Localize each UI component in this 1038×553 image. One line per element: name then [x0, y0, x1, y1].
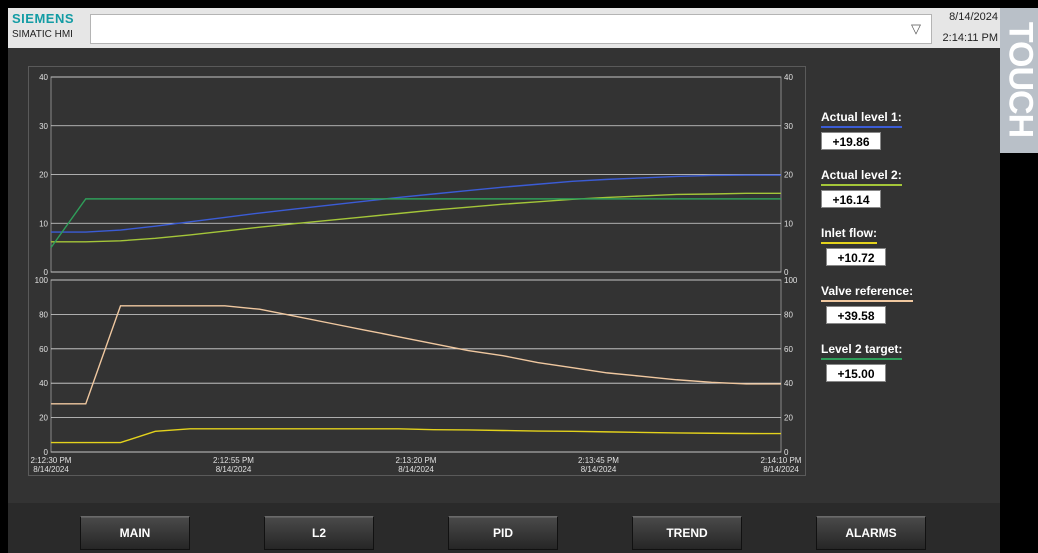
- x-tick-time: 2:13:20 PM: [396, 456, 437, 465]
- y-tick-label-left: 10: [39, 219, 48, 228]
- legend-value: +39.58: [826, 306, 886, 324]
- legend-label: Actual level 1:: [821, 110, 902, 128]
- trend-button[interactable]: TREND: [632, 516, 742, 550]
- header-bar: SIEMENS SIMATIC HMI ▽ 8/14/2024 2:14:11 …: [8, 8, 1000, 48]
- brand-block: SIEMENS SIMATIC HMI: [12, 11, 74, 40]
- y-tick-label-left: 60: [39, 345, 48, 354]
- y-tick-label-left: 40: [39, 379, 48, 388]
- alarm-message-bar[interactable]: ▽: [90, 14, 932, 44]
- y-tick-label-right: 20: [784, 414, 793, 423]
- trend-line: [51, 429, 781, 443]
- date-display: 8/14/2024: [949, 11, 998, 23]
- siemens-logo: SIEMENS: [12, 11, 74, 26]
- navigation-bar: MAIN L2 PID TREND ALARMS: [8, 503, 1000, 553]
- main-button[interactable]: MAIN: [80, 516, 190, 550]
- legend-label: Valve reference:: [821, 284, 913, 302]
- x-tick-time: 2:12:30 PM: [31, 456, 72, 465]
- y-tick-label-left: 80: [39, 310, 48, 319]
- pid-button[interactable]: PID: [448, 516, 558, 550]
- x-tick-time: 2:13:45 PM: [578, 456, 619, 465]
- y-tick-label-right: 20: [784, 171, 793, 180]
- x-tick-date: 8/14/2024: [763, 465, 799, 474]
- x-tick-date: 8/14/2024: [33, 465, 69, 474]
- trend-line: [51, 193, 781, 241]
- legend-label: Inlet flow:: [821, 226, 877, 244]
- alarms-button[interactable]: ALARMS: [816, 516, 926, 550]
- y-tick-label-left: 20: [39, 171, 48, 180]
- legend-label: Level 2 target:: [821, 342, 902, 360]
- x-tick-date: 8/14/2024: [581, 465, 617, 474]
- y-tick-label-right: 40: [784, 379, 793, 388]
- x-tick-time: 2:14:10 PM: [761, 456, 802, 465]
- y-tick-label-left: 30: [39, 122, 48, 131]
- touch-side-strip: TOUCH: [1000, 8, 1038, 153]
- x-tick-time: 2:12:55 PM: [213, 456, 254, 465]
- y-tick-label-left: 40: [39, 73, 48, 82]
- l2-button[interactable]: L2: [264, 516, 374, 550]
- x-tick-date: 8/14/2024: [216, 465, 252, 474]
- y-tick-label-right: 100: [784, 276, 798, 285]
- y-tick-label-right: 60: [784, 345, 793, 354]
- y-tick-label-left: 20: [39, 414, 48, 423]
- time-display: 2:14:11 PM: [943, 32, 998, 44]
- legend-value: +19.86: [821, 132, 881, 150]
- legend-label: Actual level 2:: [821, 168, 902, 186]
- x-tick-date: 8/14/2024: [398, 465, 434, 474]
- y-tick-label-right: 40: [784, 73, 793, 82]
- y-tick-label-right: 10: [784, 219, 793, 228]
- product-name: SIMATIC HMI: [12, 29, 74, 40]
- y-tick-label-left: 100: [35, 276, 49, 285]
- y-tick-label-right: 30: [784, 122, 793, 131]
- legend-value: +15.00: [826, 364, 886, 382]
- trend-panel: 0 0 10 10 20 20 30 30 40 40 0 0 20 20 40 40 60 60 80 80 100 1…: [8, 48, 1000, 503]
- y-tick-label-right: 80: [784, 310, 793, 319]
- legend-value: +16.14: [821, 190, 881, 208]
- trend-view[interactable]: 0 0 10 10 20 20 30 30 40 40 0 0 20 20 40 40 60 60 80 80 100 1…: [28, 66, 806, 476]
- legend-value: +10.72: [826, 248, 886, 266]
- touch-label: TOUCH: [1001, 8, 1038, 153]
- trend-line: [51, 306, 781, 404]
- triangle-down-icon[interactable]: ▽: [911, 21, 921, 37]
